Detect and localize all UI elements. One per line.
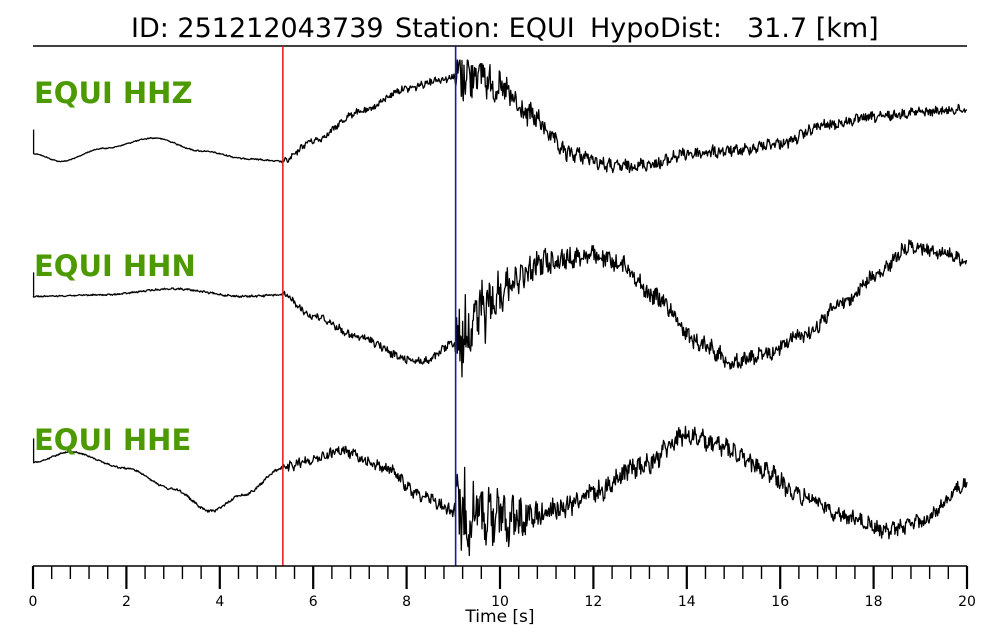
waveform-traces	[32, 59, 968, 557]
phase-picks	[282, 46, 457, 566]
figure-title: ID: 251212043739 Station: EQUI HypoDist:…	[131, 13, 879, 44]
x-tick-label: 10	[491, 594, 509, 610]
channel-label-hhe: EQUI HHE	[34, 423, 191, 457]
x-tick-label: 6	[309, 594, 318, 610]
channel-label-hhn: EQUI HHN	[34, 249, 196, 283]
x-tick-label: 4	[215, 594, 224, 610]
waveform-hhe	[32, 425, 968, 557]
waveform-hhn	[32, 239, 968, 378]
x-tick-label: 8	[402, 594, 411, 610]
x-tick-label: 20	[958, 594, 976, 610]
hypodist-value: 31.7 [km]	[747, 13, 879, 44]
x-tick-label: 16	[771, 594, 789, 610]
time-axis: 0 2 4 6 8 10 12 14 16 18 20	[29, 565, 976, 610]
station-label: Station: EQUI	[395, 13, 575, 44]
event-id-label: ID: 251212043739	[131, 13, 384, 44]
channel-labels: EQUI HHZ EQUI HHN EQUI HHE	[34, 76, 196, 457]
x-axis-title: Time [s]	[464, 607, 534, 627]
x-tick-label: 14	[678, 594, 696, 610]
x-tick-label: 0	[29, 594, 38, 610]
channel-label-hhz: EQUI HHZ	[34, 76, 192, 110]
x-tick-label: 18	[865, 594, 883, 610]
waveform-hhz	[32, 59, 968, 174]
x-tick-label: 12	[584, 594, 602, 610]
x-tick-label: 2	[122, 594, 131, 610]
hypodist-label: HypoDist:	[590, 13, 722, 44]
